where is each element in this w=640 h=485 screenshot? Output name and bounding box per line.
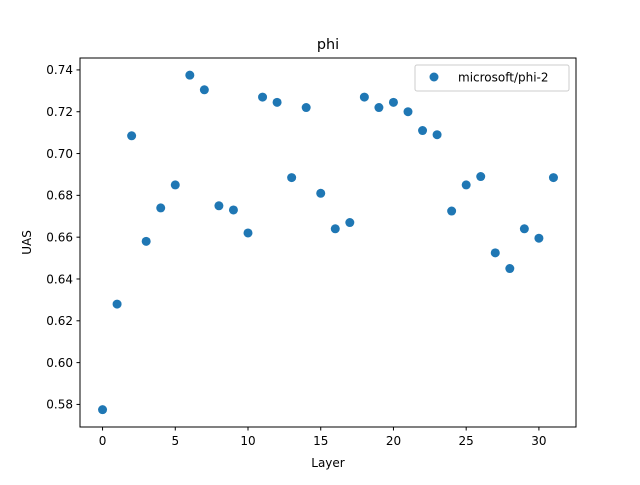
y-tick-label: 0.72 bbox=[46, 105, 73, 119]
y-tick-label: 0.70 bbox=[46, 147, 73, 161]
data-point bbox=[287, 173, 297, 183]
y-tick-label: 0.64 bbox=[46, 272, 73, 286]
data-point bbox=[505, 264, 515, 274]
chart-title: phi bbox=[317, 37, 339, 53]
y-axis-ticks: 0.58 0.60 0.62 0.64 0.66 0.68 0.70 0.72 0.74 bbox=[46, 63, 80, 412]
data-point bbox=[258, 92, 268, 102]
x-tick-label: 15 bbox=[313, 434, 328, 448]
legend: microsoft/phi-2 bbox=[414, 64, 570, 92]
data-point bbox=[388, 97, 398, 107]
x-tick-label: 10 bbox=[240, 434, 255, 448]
data-point bbox=[403, 107, 413, 117]
data-point bbox=[548, 173, 558, 183]
y-tick-label: 0.74 bbox=[46, 63, 73, 77]
data-point bbox=[316, 188, 326, 198]
data-point bbox=[185, 70, 195, 80]
x-tick-label: 0 bbox=[99, 434, 107, 448]
data-point bbox=[156, 203, 166, 213]
data-point bbox=[170, 180, 180, 190]
data-point bbox=[461, 180, 471, 190]
x-tick-label: 20 bbox=[386, 434, 401, 448]
x-tick-label: 25 bbox=[459, 434, 474, 448]
legend-box bbox=[414, 64, 570, 92]
data-point bbox=[519, 224, 529, 234]
data-point bbox=[476, 172, 486, 182]
x-axis-label: Layer bbox=[311, 456, 345, 470]
y-axis-label: UAS bbox=[20, 230, 34, 255]
data-point bbox=[374, 103, 384, 113]
data-point bbox=[490, 248, 500, 258]
x-tick-label: 30 bbox=[531, 434, 546, 448]
legend-label: microsoft/phi-2 bbox=[458, 71, 549, 85]
x-tick-label: 5 bbox=[171, 434, 179, 448]
data-point bbox=[141, 236, 151, 246]
data-point bbox=[418, 126, 428, 136]
x-axis-ticks: 0 5 10 15 20 25 30 bbox=[99, 427, 547, 448]
y-tick-label: 0.60 bbox=[46, 356, 73, 370]
data-point bbox=[301, 103, 311, 113]
data-point bbox=[127, 131, 137, 141]
y-tick-label: 0.62 bbox=[46, 314, 73, 328]
plot-area-frame bbox=[79, 57, 577, 428]
data-point bbox=[199, 85, 209, 95]
data-point bbox=[330, 224, 340, 234]
y-tick-label: 0.66 bbox=[46, 230, 73, 244]
data-point bbox=[447, 206, 457, 216]
data-point bbox=[112, 299, 122, 309]
y-tick-label: 0.68 bbox=[46, 189, 73, 203]
data-point bbox=[272, 97, 282, 107]
data-point bbox=[359, 92, 369, 102]
data-point bbox=[214, 201, 224, 211]
y-tick-label: 0.58 bbox=[46, 398, 73, 412]
data-point bbox=[534, 233, 544, 243]
data-point bbox=[345, 218, 355, 228]
data-points bbox=[98, 70, 558, 415]
data-point bbox=[243, 228, 253, 238]
data-point bbox=[98, 405, 108, 415]
data-point bbox=[228, 205, 238, 215]
legend-marker-icon bbox=[429, 72, 439, 82]
data-point bbox=[432, 130, 442, 140]
